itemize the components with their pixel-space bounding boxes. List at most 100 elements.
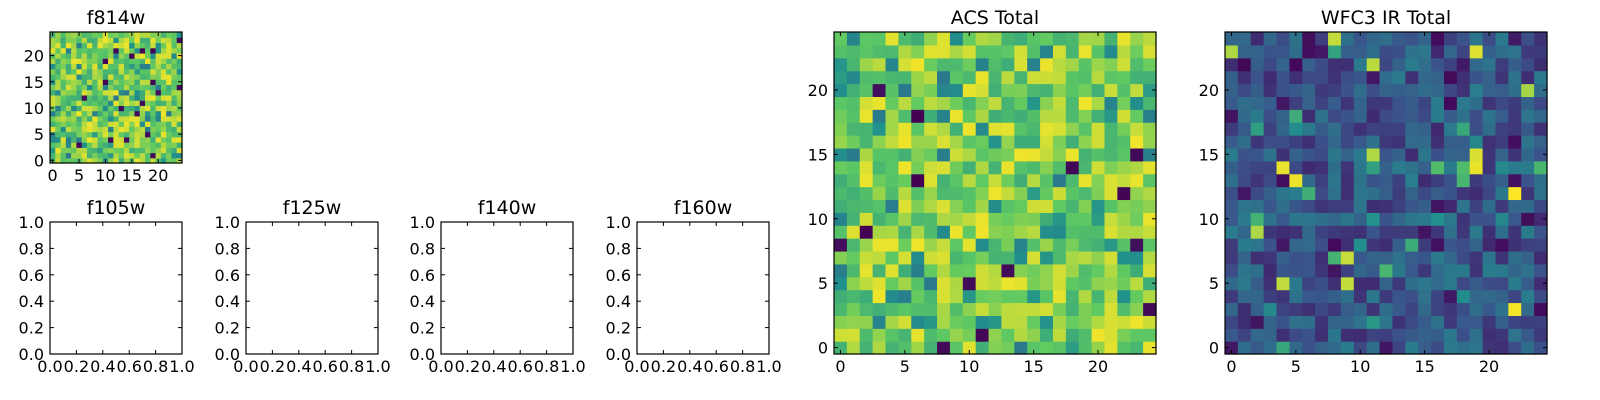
heatmap-cell: [1534, 250, 1548, 265]
heatmap-cell: [1366, 160, 1381, 175]
heatmap-cell: [145, 136, 151, 143]
heatmap-cell: [1328, 289, 1342, 304]
heatmap-cell: [1340, 263, 1355, 278]
heatmap-cell: [1117, 173, 1131, 188]
heatmap-cell: [1014, 96, 1028, 110]
heatmap-cell: [134, 152, 141, 159]
heatmap-cell: [1340, 276, 1355, 291]
heatmap-cell: [911, 57, 925, 72]
heatmap-cell: [1328, 109, 1342, 123]
heatmap-cell: [55, 147, 62, 154]
heatmap-cell: [1289, 341, 1303, 355]
heatmap-cell: [113, 152, 120, 159]
heatmap-cell: [1225, 250, 1239, 265]
heatmap-cell: [1521, 250, 1535, 265]
heatmap-cell: [123, 79, 130, 85]
heatmap-cell: [1418, 135, 1432, 149]
heatmap-cell: [1534, 199, 1548, 213]
heatmap-cell: [1040, 276, 1054, 291]
heatmap-cell: [108, 68, 114, 75]
heatmap-cell: [102, 58, 109, 65]
heatmap-cell: [1366, 186, 1381, 201]
heatmap-cell: [1418, 109, 1432, 123]
heatmap-cell: [1508, 135, 1522, 149]
heatmap-cell: [129, 131, 136, 138]
heatmap-cell: [166, 94, 173, 101]
heatmap-cell: [988, 96, 1003, 110]
heatmap-cell: [171, 37, 178, 44]
heatmap-cell: [872, 328, 887, 342]
heatmap-cell: [1353, 122, 1368, 136]
heatmap-cell: [1328, 122, 1342, 136]
heatmap-cell: [924, 96, 938, 110]
heatmap-cell: [71, 84, 77, 91]
heatmap-cell: [92, 89, 99, 96]
heatmap-cell: [55, 131, 62, 138]
heatmap-cell: [872, 276, 887, 291]
heatmap-cell: [134, 47, 141, 54]
heatmap-cell: [975, 199, 990, 213]
heatmap-cell: [60, 105, 67, 112]
heatmap-cell: [65, 89, 72, 96]
heatmap-cell: [123, 63, 130, 70]
heatmap-cell: [834, 57, 848, 72]
heatmap-cell: [1521, 315, 1535, 329]
heatmap-cell: [1130, 32, 1144, 46]
heatmap-cell: [1117, 225, 1131, 239]
heatmap-cell: [937, 276, 951, 291]
heatmap-cell: [898, 328, 912, 342]
heatmap-cell: [60, 42, 67, 49]
heatmap-cell: [1065, 186, 1080, 201]
heatmap-cell: [1130, 263, 1144, 278]
heatmap-cell: [859, 147, 874, 162]
heatmap-cell: [1027, 341, 1041, 355]
heatmap-cell: [1534, 83, 1548, 97]
heatmap-cell: [885, 83, 899, 97]
heatmap-cell: [155, 142, 162, 148]
heatmap-cell: [102, 37, 109, 44]
heatmap-cell: [113, 142, 120, 148]
heatmap-cell: [1052, 160, 1067, 175]
heatmap-cell: [155, 100, 162, 106]
heatmap-cell: [1091, 135, 1106, 149]
heatmap-cell: [145, 157, 151, 164]
heatmap-cell: [118, 152, 125, 159]
heatmap-cell: [1495, 96, 1509, 110]
heatmap-cell: [1482, 212, 1497, 226]
heatmap-cell: [1052, 302, 1067, 316]
heatmap-cell: [81, 94, 88, 101]
heatmap-cell: [171, 89, 178, 96]
heatmap-cell: [123, 73, 130, 80]
heatmap-cell: [134, 142, 141, 148]
heatmap-cell: [1495, 225, 1509, 239]
heatmap-cell: [937, 135, 951, 149]
heatmap-cell: [1534, 57, 1548, 72]
heatmap-cell: [1104, 328, 1118, 342]
heatmap-cell: [1014, 250, 1028, 265]
heatmap-cell: [1534, 96, 1548, 110]
heatmap-cell: [97, 94, 104, 101]
heatmap-cell: [1237, 173, 1252, 188]
heatmap-cell: [1469, 109, 1484, 123]
heatmap-cell: [1302, 83, 1316, 97]
heatmap-cell: [846, 96, 861, 110]
heatmap-cell: [102, 47, 109, 54]
heatmap-cell: [872, 212, 887, 226]
heatmap-cell: [937, 32, 951, 46]
heatmap-cell: [1508, 160, 1522, 175]
heatmap-cell: [1014, 212, 1028, 226]
heatmap-cell: [108, 52, 114, 59]
heatmap-cell: [949, 57, 964, 72]
heatmap-cell: [1534, 32, 1548, 46]
heatmap-cell: [150, 84, 157, 91]
heatmap-cell: [962, 173, 977, 188]
heatmap-cell: [1263, 135, 1278, 149]
heatmap-cell: [129, 115, 136, 122]
heatmap-cell: [166, 136, 173, 143]
heatmap-cell: [50, 94, 56, 101]
heatmap-cell: [1443, 289, 1458, 304]
heatmap-cell: [1366, 328, 1381, 342]
heatmap-cell: [145, 110, 151, 117]
heatmap-cell: [1130, 109, 1144, 123]
heatmap-cell: [176, 63, 183, 70]
